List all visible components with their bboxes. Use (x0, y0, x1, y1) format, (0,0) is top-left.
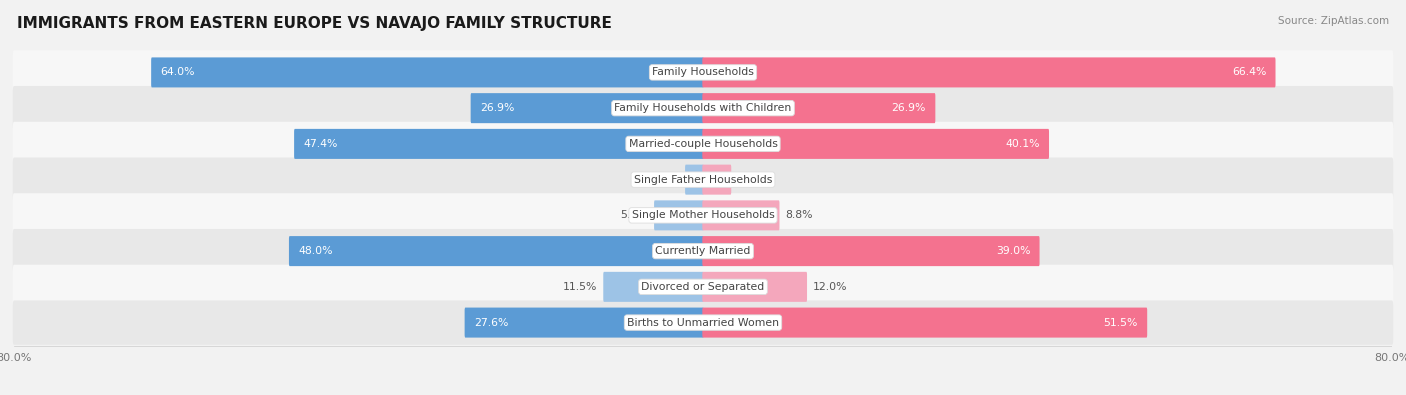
Text: 2.0%: 2.0% (651, 175, 679, 184)
FancyBboxPatch shape (685, 165, 703, 195)
FancyBboxPatch shape (703, 165, 731, 195)
Text: 5.6%: 5.6% (620, 211, 648, 220)
Text: 66.4%: 66.4% (1232, 68, 1267, 77)
Text: 48.0%: 48.0% (298, 246, 333, 256)
FancyBboxPatch shape (290, 236, 703, 266)
FancyBboxPatch shape (603, 272, 703, 302)
Text: 27.6%: 27.6% (474, 318, 509, 327)
Text: 40.1%: 40.1% (1005, 139, 1039, 149)
Text: 26.9%: 26.9% (479, 103, 515, 113)
Text: Source: ZipAtlas.com: Source: ZipAtlas.com (1278, 16, 1389, 26)
FancyBboxPatch shape (13, 193, 1393, 237)
Text: Single Father Households: Single Father Households (634, 175, 772, 184)
FancyBboxPatch shape (471, 93, 703, 123)
Text: Births to Unmarried Women: Births to Unmarried Women (627, 318, 779, 327)
FancyBboxPatch shape (13, 301, 1393, 345)
Text: 39.0%: 39.0% (995, 246, 1031, 256)
Text: 47.4%: 47.4% (304, 139, 337, 149)
FancyBboxPatch shape (13, 229, 1393, 273)
FancyBboxPatch shape (13, 265, 1393, 309)
Text: Single Mother Households: Single Mother Households (631, 211, 775, 220)
Text: 12.0%: 12.0% (813, 282, 848, 292)
Text: Family Households: Family Households (652, 68, 754, 77)
FancyBboxPatch shape (703, 272, 807, 302)
FancyBboxPatch shape (703, 200, 779, 230)
Text: Married-couple Households: Married-couple Households (628, 139, 778, 149)
FancyBboxPatch shape (703, 129, 1049, 159)
FancyBboxPatch shape (703, 93, 935, 123)
Text: Currently Married: Currently Married (655, 246, 751, 256)
Text: 8.8%: 8.8% (786, 211, 813, 220)
FancyBboxPatch shape (703, 308, 1147, 338)
FancyBboxPatch shape (703, 57, 1275, 87)
Text: 51.5%: 51.5% (1104, 318, 1137, 327)
Text: 3.2%: 3.2% (738, 175, 765, 184)
Text: IMMIGRANTS FROM EASTERN EUROPE VS NAVAJO FAMILY STRUCTURE: IMMIGRANTS FROM EASTERN EUROPE VS NAVAJO… (17, 16, 612, 31)
Text: Divorced or Separated: Divorced or Separated (641, 282, 765, 292)
FancyBboxPatch shape (13, 50, 1393, 94)
Text: Family Households with Children: Family Households with Children (614, 103, 792, 113)
FancyBboxPatch shape (13, 122, 1393, 166)
FancyBboxPatch shape (294, 129, 703, 159)
FancyBboxPatch shape (13, 86, 1393, 130)
FancyBboxPatch shape (464, 308, 703, 338)
Text: 11.5%: 11.5% (562, 282, 598, 292)
FancyBboxPatch shape (703, 236, 1039, 266)
Text: 26.9%: 26.9% (891, 103, 927, 113)
FancyBboxPatch shape (152, 57, 703, 87)
FancyBboxPatch shape (13, 158, 1393, 202)
FancyBboxPatch shape (654, 200, 703, 230)
Text: 64.0%: 64.0% (160, 68, 195, 77)
